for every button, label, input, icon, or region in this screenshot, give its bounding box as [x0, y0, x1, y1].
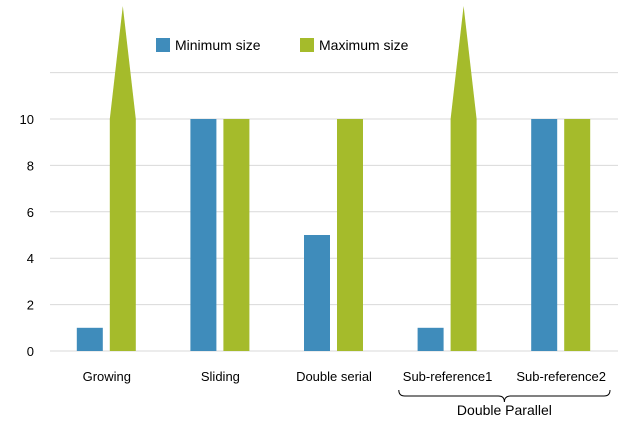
legend-swatch-maximum-size [300, 38, 314, 52]
legend-label-maximum-size: Maximum size [319, 37, 409, 53]
bars [76, 6, 591, 351]
unbounded-marker-maximum-size-sub-reference1 [450, 6, 477, 119]
x-tick-label-double-serial: Double serial [296, 369, 372, 384]
y-tick-label-0: 0 [27, 344, 34, 359]
gridlines [50, 72, 618, 306]
y-tick-label-10: 10 [20, 112, 34, 127]
x-tick-label-sliding: Sliding [201, 369, 240, 384]
unbounded-marker-maximum-size-growing [109, 6, 136, 119]
legend-swatch-minimum-size [156, 38, 170, 52]
x-tick-label-growing: Growing [83, 369, 131, 384]
bar-maximum-size-double-serial [337, 119, 363, 351]
y-tick-label-8: 8 [27, 158, 34, 173]
y-tick-label-2: 2 [27, 298, 34, 313]
legend: Minimum size Maximum size [156, 37, 409, 53]
x-tick-label-sub-reference2: Sub-reference2 [516, 369, 606, 384]
x-tick-label-sub-reference1: Sub-reference1 [403, 369, 493, 384]
bar-maximum-size-growing [109, 119, 136, 351]
y-tick-label-6: 6 [27, 205, 34, 220]
bar-minimum-size-sub-reference1 [417, 327, 444, 351]
group-label-double-parallel: Double Parallel [457, 402, 552, 418]
bar-maximum-size-sub-reference1 [450, 119, 477, 351]
legend-label-minimum-size: Minimum size [175, 37, 261, 53]
bar-minimum-size-growing [76, 327, 103, 351]
bar-maximum-size-sub-reference2 [564, 119, 591, 351]
bar-minimum-size-sliding [190, 119, 217, 351]
group-brace-double-parallel [398, 389, 611, 403]
bar-minimum-size-double-serial [304, 235, 330, 351]
bar-maximum-size-sliding [223, 119, 250, 351]
bar-minimum-size-sub-reference2 [531, 119, 558, 351]
y-tick-label-4: 4 [27, 251, 34, 266]
axis-labels: 0 2 4 6 8 10 Growing Sliding Double serial Sub-re… [20, 112, 611, 418]
